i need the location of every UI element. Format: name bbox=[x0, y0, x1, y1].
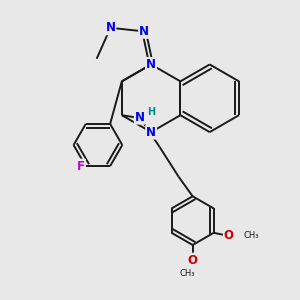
Text: N: N bbox=[146, 58, 156, 71]
Text: F: F bbox=[77, 160, 85, 172]
Text: CH₃: CH₃ bbox=[180, 269, 195, 278]
Text: N: N bbox=[105, 21, 116, 34]
Text: N: N bbox=[146, 58, 156, 71]
Text: N: N bbox=[135, 111, 145, 124]
Text: O: O bbox=[188, 254, 198, 267]
Text: O: O bbox=[224, 230, 234, 242]
Text: N: N bbox=[139, 25, 149, 38]
Text: N: N bbox=[146, 126, 156, 139]
Text: H: H bbox=[147, 107, 155, 117]
Text: CH₃: CH₃ bbox=[244, 231, 259, 240]
